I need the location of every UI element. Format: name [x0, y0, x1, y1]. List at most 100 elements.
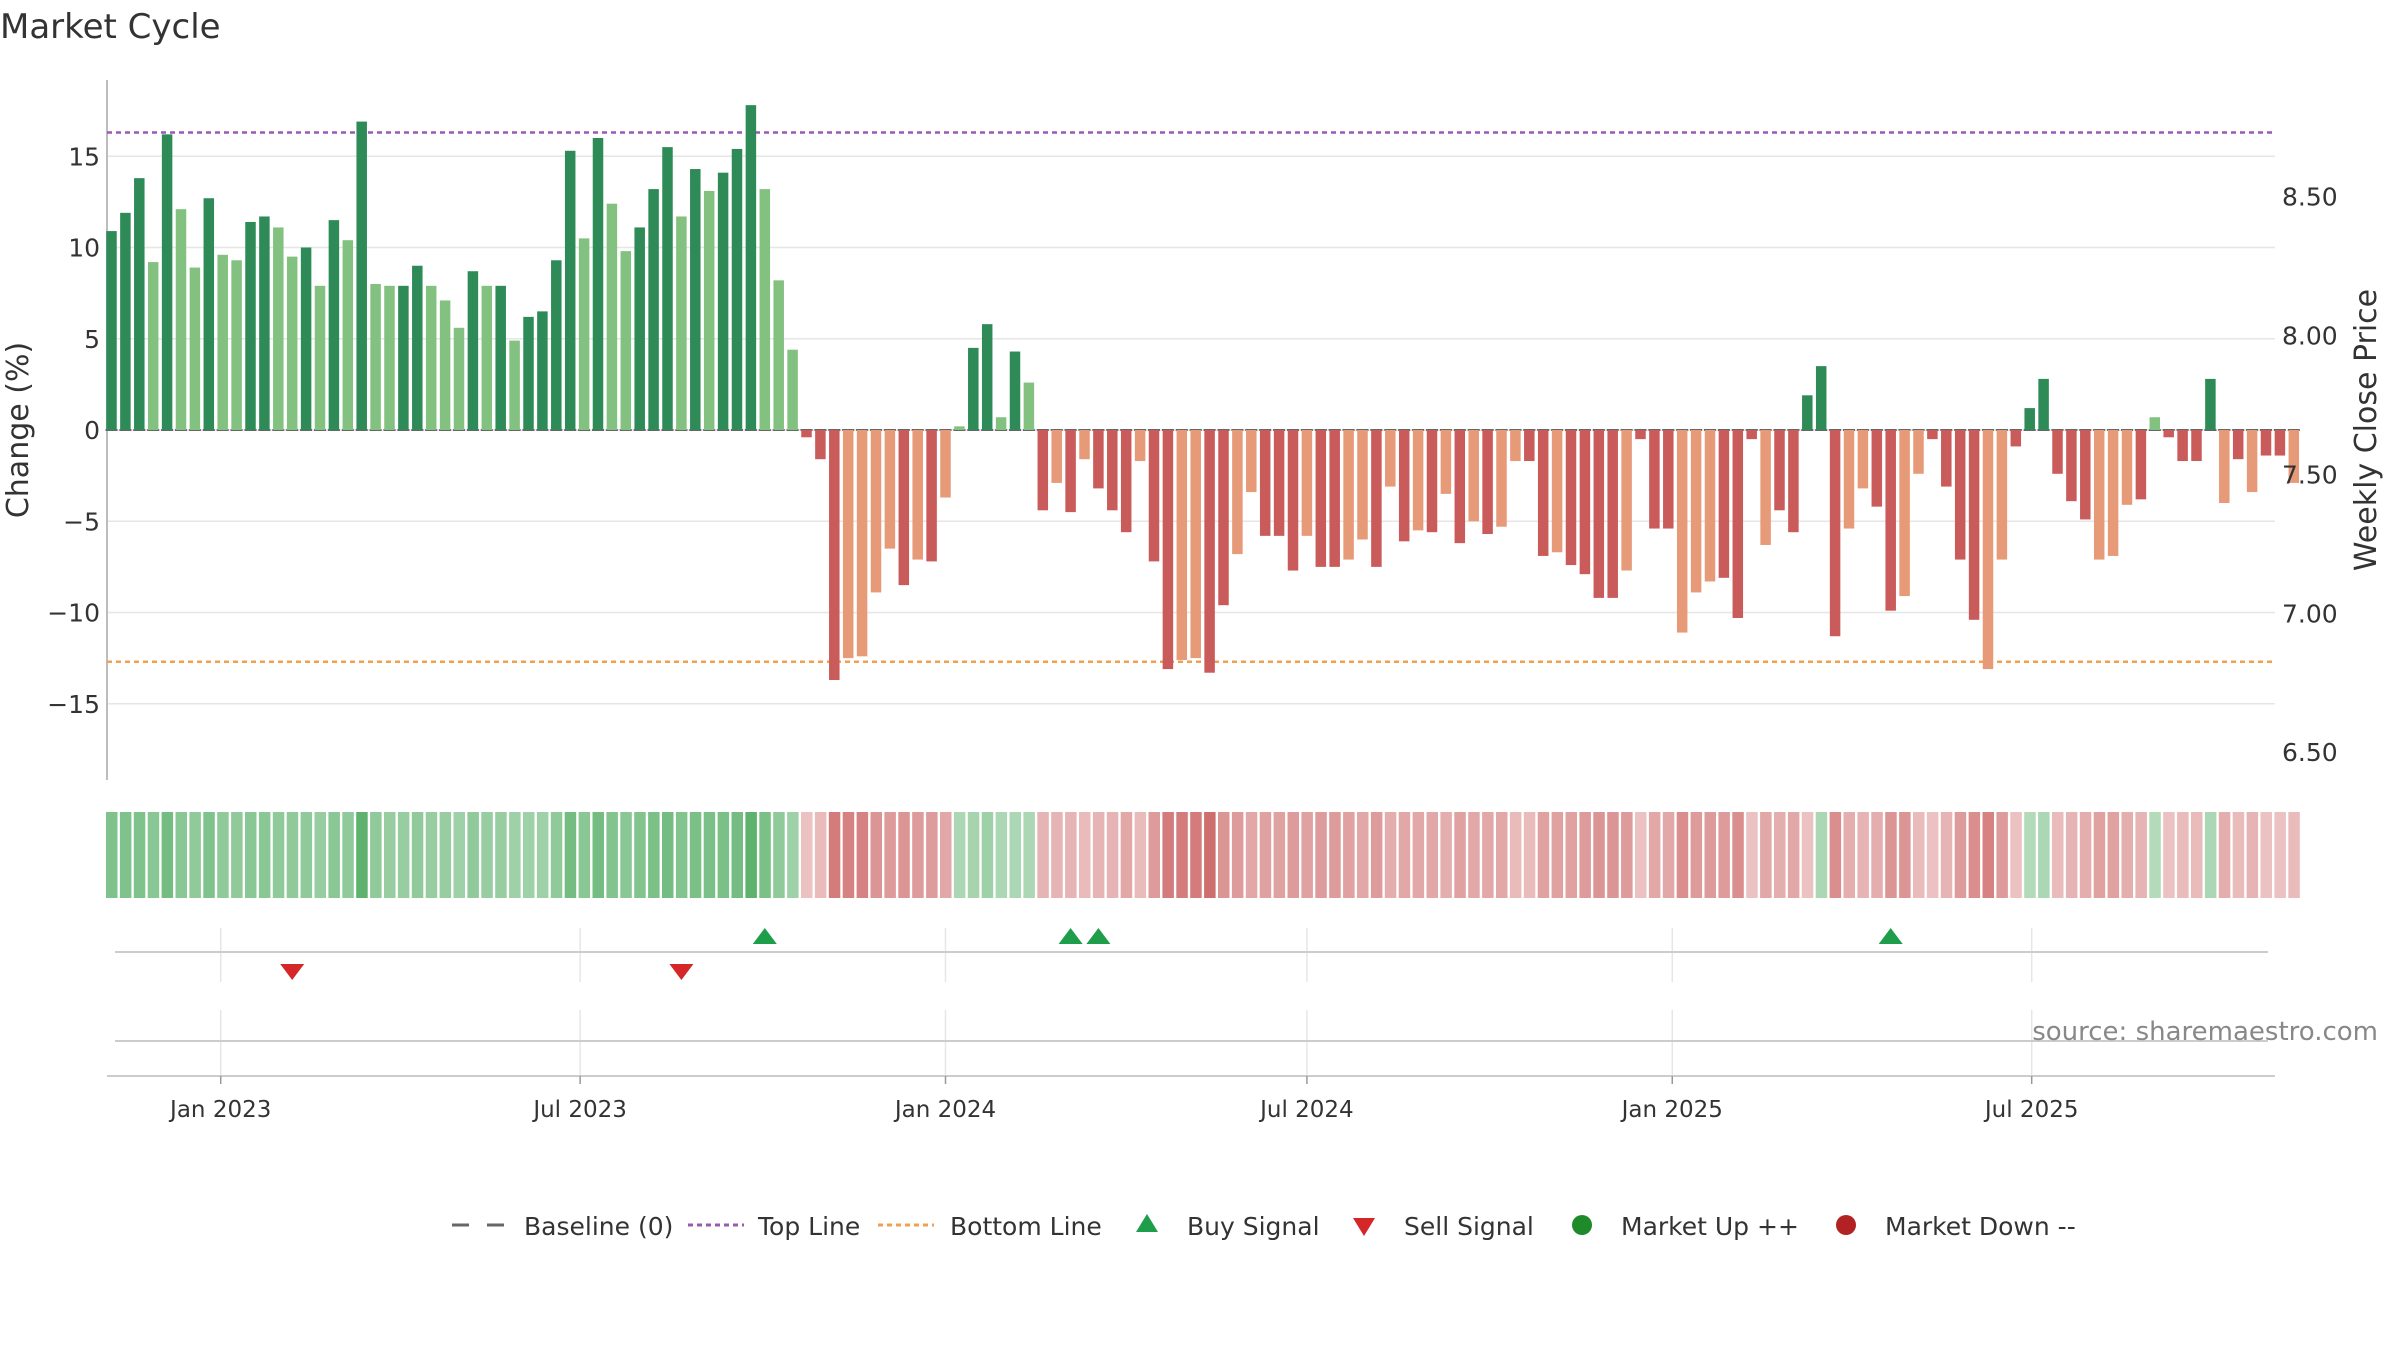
change-bar — [2010, 430, 2022, 447]
change-bar — [1941, 430, 1952, 487]
change-bar — [1524, 430, 1535, 462]
strip-cell — [1315, 812, 1327, 898]
signal-panel — [115, 928, 2268, 982]
strip-cell — [1509, 812, 1522, 898]
strip-cell — [495, 812, 507, 898]
strip-cell — [1635, 812, 1647, 898]
strip-cell — [814, 812, 827, 898]
strip-cell — [828, 812, 841, 898]
change-bar — [648, 189, 659, 430]
change-bar — [2024, 408, 2035, 430]
change-bar — [1065, 430, 1076, 513]
change-bar — [2191, 430, 2202, 462]
change-bar — [1954, 430, 1966, 560]
strip-cell — [2052, 812, 2064, 898]
y-tick-label: 0 — [84, 416, 100, 445]
strip-cell — [981, 812, 994, 898]
strip-cell — [1774, 812, 1786, 898]
change-bar — [1315, 430, 1327, 567]
change-bar — [759, 189, 771, 430]
change-bar — [1676, 430, 1688, 633]
change-bar — [1426, 430, 1438, 533]
change-bar — [884, 430, 896, 549]
change-bar — [1246, 430, 1257, 493]
strip-cell — [106, 812, 118, 898]
strip-cell — [1426, 812, 1438, 898]
strip-cell — [1926, 812, 1939, 898]
change-bar — [412, 265, 423, 430]
change-bar — [425, 285, 437, 430]
strip-cell — [467, 812, 479, 898]
strip-cell — [1384, 812, 1397, 898]
change-bar — [1051, 430, 1062, 483]
strip-cell — [2288, 812, 2300, 898]
strip-cell — [1231, 812, 1244, 898]
change-bar — [564, 150, 576, 430]
buy-signal-marker — [752, 928, 777, 944]
strip-cell — [175, 812, 187, 898]
change-bar — [1802, 395, 1813, 430]
x-tick-label: Jul 2023 — [531, 1097, 627, 1123]
strip-cell — [272, 812, 285, 898]
y2-tick-label: 8.50 — [2282, 183, 2338, 212]
buy-signal-marker — [1878, 928, 1903, 944]
strip-cell — [2232, 812, 2245, 898]
change-bar — [2066, 430, 2077, 502]
strip-cell — [1913, 812, 1925, 898]
change-bar — [273, 227, 284, 430]
strip-cell — [1732, 812, 1744, 898]
change-bar — [703, 190, 715, 430]
change-bar — [1107, 430, 1118, 511]
strip-cell — [1899, 812, 1911, 898]
legend-item-baseline: Baseline (0) — [452, 1212, 673, 1241]
change-bar — [245, 221, 256, 430]
change-bar — [1913, 430, 1924, 474]
strip-cell — [411, 812, 424, 898]
change-bar — [1982, 430, 1994, 670]
change-bar — [1204, 430, 1215, 673]
x-tick-label: Jul 2025 — [1983, 1097, 2079, 1123]
strip-cell — [1718, 812, 1730, 898]
buy-signal-marker — [1058, 928, 1083, 944]
strip-cell — [1245, 812, 1258, 898]
change-bar — [439, 300, 451, 430]
strip-cell — [1148, 812, 1160, 898]
change-bar — [1857, 430, 1869, 489]
strip-cell — [453, 812, 465, 898]
buy-signal-marker — [1086, 928, 1111, 944]
change-bar — [2219, 430, 2230, 503]
market-gridlines — [219, 1010, 2033, 1076]
strip-cell — [384, 812, 396, 898]
change-bar — [676, 216, 687, 430]
change-bar — [1718, 430, 1730, 578]
y-tick-label: −5 — [63, 507, 100, 536]
change-bar — [2038, 378, 2049, 430]
strip-cell — [481, 812, 493, 898]
strip-cell — [1398, 812, 1411, 898]
legend-item-market-down: Market Down -- — [1836, 1212, 2076, 1241]
change-bar — [1635, 430, 1646, 440]
strip-cell — [133, 812, 146, 898]
strip-cell — [1496, 812, 1508, 898]
y2-axis-label: Weekly Close Price — [2349, 289, 2384, 571]
change-bar — [481, 285, 493, 430]
strip-cell — [2260, 812, 2272, 898]
strip-cell — [1815, 812, 1828, 898]
change-bar — [1287, 430, 1299, 571]
change-bar — [1301, 430, 1313, 536]
strip-cell — [2149, 812, 2161, 898]
strip-cell — [689, 812, 702, 898]
strip-cell — [1662, 812, 1675, 898]
change-bar — [578, 238, 590, 430]
strip-cell — [1218, 812, 1230, 898]
legend-market-up-label: Market Up ++ — [1621, 1212, 1799, 1241]
change-bar — [1412, 430, 1424, 531]
strip-cell — [2177, 812, 2189, 898]
strip-cell — [300, 812, 313, 898]
legend-buy-triangle-icon — [1136, 1214, 1158, 1232]
strip-cell — [620, 812, 632, 898]
strip-cell — [2191, 812, 2203, 898]
legend-item-market-up: Market Up ++ — [1572, 1212, 1799, 1241]
strip-cell — [1259, 812, 1272, 898]
legend-top-line-label: Top Line — [757, 1212, 860, 1241]
